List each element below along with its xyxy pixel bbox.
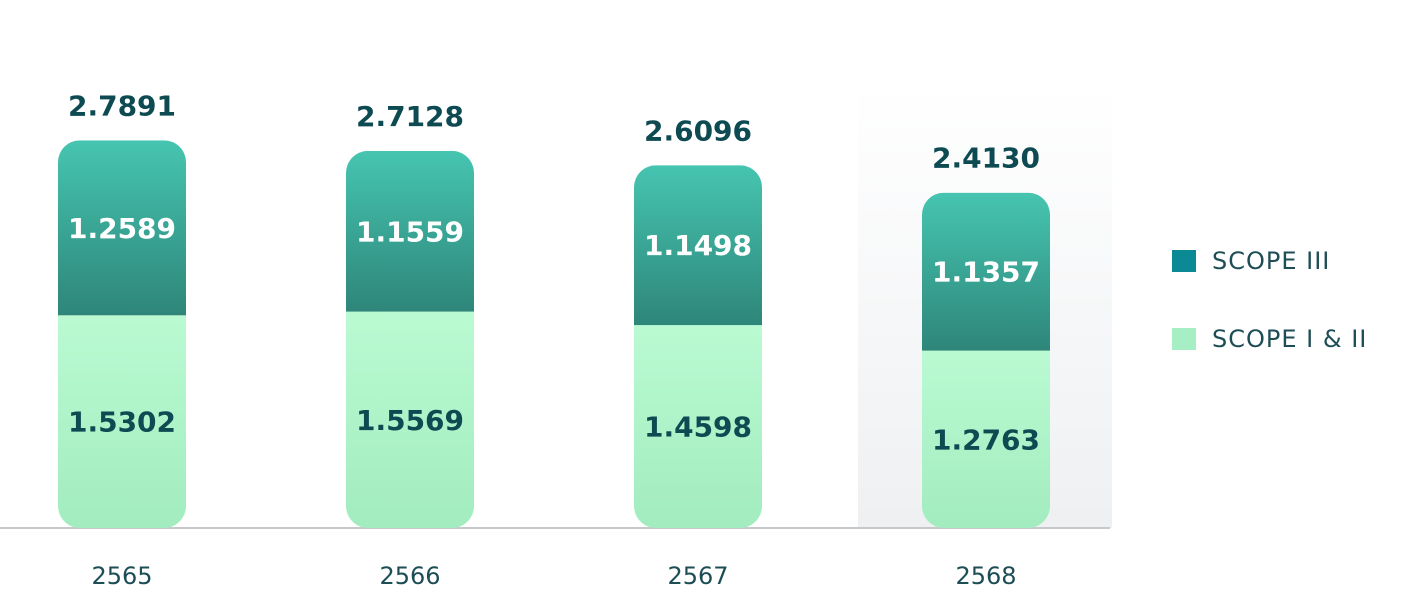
- segment-label: 1.1559: [356, 215, 464, 248]
- bar-stack: [922, 192, 1050, 528]
- legend-label: SCOPE I & II: [1212, 325, 1367, 353]
- legend-swatch: [1172, 328, 1196, 350]
- bar-stack: [346, 150, 474, 528]
- segment-label: 1.5302: [68, 406, 176, 439]
- x-tick-label: 2568: [955, 562, 1016, 590]
- segment-label: 1.1498: [644, 229, 752, 262]
- legend-label: SCOPE III: [1212, 247, 1330, 275]
- segment-label: 1.2589: [68, 212, 176, 245]
- x-tick-label: 2567: [667, 562, 728, 590]
- bar-segment: [922, 192, 1050, 351]
- bar-segment: [58, 315, 186, 528]
- x-tick-label: 2565: [91, 562, 152, 590]
- bar-stack: [634, 165, 762, 528]
- segment-label: 1.4598: [644, 411, 752, 444]
- total-label: 2.7128: [356, 100, 464, 133]
- segment-label: 1.1357: [932, 256, 1040, 289]
- legend-swatch: [1172, 250, 1196, 272]
- bar-segment: [346, 150, 474, 312]
- total-label: 2.7891: [68, 89, 176, 122]
- bar-segment: [634, 325, 762, 528]
- bar-segment: [922, 350, 1050, 528]
- x-tick-label: 2566: [379, 562, 440, 590]
- total-label: 2.4130: [932, 142, 1040, 175]
- bar-stack: [58, 140, 186, 528]
- segment-label: 1.2763: [932, 423, 1040, 456]
- bar-segment: [346, 311, 474, 528]
- bar-segment: [634, 165, 762, 326]
- total-label: 2.6096: [644, 114, 752, 147]
- segment-label: 1.5569: [356, 404, 464, 437]
- bar-segment: [58, 140, 186, 316]
